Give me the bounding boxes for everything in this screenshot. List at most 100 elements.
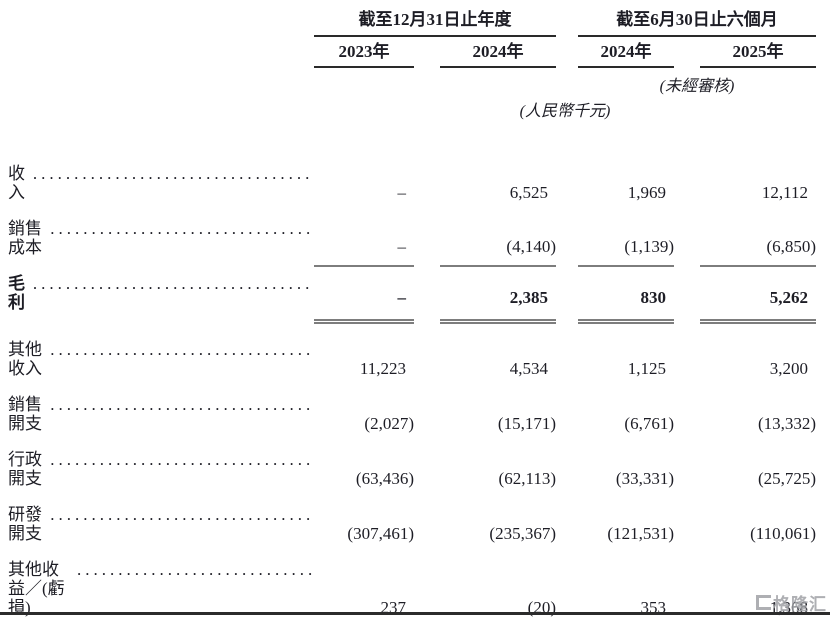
- unaudited-note-row: (未經審核): [8, 67, 816, 97]
- value-2025-interim: 3,200: [769, 359, 809, 378]
- dot-leader: [77, 560, 312, 579]
- column-gap: [556, 36, 578, 67]
- column-gap: [674, 321, 700, 387]
- gelonghui-logo-icon: [756, 595, 771, 610]
- column-gap: [674, 266, 700, 321]
- header-body-spacer: [8, 122, 816, 156]
- value-2024: 6,525: [509, 183, 548, 202]
- row-label-cell: 行政開支: [8, 442, 314, 497]
- column-gap: [556, 552, 578, 620]
- column-gap: [674, 497, 700, 552]
- row-label-cell: 其他收益／(虧損): [8, 552, 314, 620]
- year-header-2025-interim: 2025年: [700, 36, 817, 68]
- year-header-2023: 2023年: [314, 36, 414, 68]
- row-label: 其他收益／(虧損): [8, 560, 65, 617]
- value-2024-interim: (121,531): [607, 524, 674, 543]
- row-label-cell: 毛利: [8, 266, 314, 321]
- year-header-row: 2023年 2024年 2024年 2025年: [8, 36, 817, 68]
- column-gap: [556, 442, 578, 497]
- value-2024: (62,113): [498, 469, 556, 488]
- watermark: 格隆汇: [756, 590, 827, 615]
- dot-leader: [33, 274, 312, 293]
- table-row: 銷售成本 – (4,140) (1,139) (6,850): [8, 211, 817, 267]
- dot-leader: [50, 450, 312, 469]
- row-label-cell: 研發開支: [8, 497, 314, 552]
- dot-leader: [50, 395, 312, 414]
- currency-note: (人民幣千元): [519, 103, 611, 120]
- row-label: 其他收入: [8, 340, 42, 378]
- column-gap: [556, 321, 578, 387]
- value-2023: –: [314, 266, 414, 324]
- column-gap: [414, 387, 440, 442]
- value-2024: (235,367): [489, 524, 556, 543]
- row-label: 銷售開支: [8, 395, 42, 433]
- column-gap: [556, 8, 578, 36]
- period-group-annual: 截至12月31日止年度: [314, 8, 556, 37]
- value-2024-interim: 830: [578, 266, 674, 324]
- value-2023: 11,223: [359, 359, 406, 378]
- row-label-cell: 銷售成本: [8, 211, 314, 266]
- row-label-cell: 收入: [8, 156, 314, 211]
- page-bottom-rule: [0, 612, 830, 615]
- value-2023: –: [314, 211, 414, 267]
- value-2025-interim: 5,262: [700, 266, 817, 324]
- empty-cell: [8, 67, 578, 97]
- column-gap: [674, 442, 700, 497]
- column-gap: [414, 36, 440, 67]
- column-gap: [414, 156, 440, 211]
- value-2023: 237: [380, 598, 407, 617]
- value-2023: (2,027): [364, 414, 414, 433]
- row-label: 收入: [8, 164, 25, 202]
- value-2024-interim: (1,139): [578, 211, 674, 267]
- income-statement-table: 截至12月31日止年度 截至6月30日止六個月 2023年 2024年 2024…: [8, 8, 817, 620]
- column-gap: [674, 156, 700, 211]
- value-2024-interim: 1,969: [627, 183, 666, 202]
- column-gap: [556, 497, 578, 552]
- empty-cell: [8, 97, 314, 122]
- value-2023: (307,461): [347, 524, 414, 543]
- column-gap: [674, 36, 700, 67]
- column-gap: [414, 442, 440, 497]
- column-gap: [556, 266, 578, 321]
- dot-leader: [50, 505, 312, 524]
- dot-leader: [33, 164, 312, 183]
- watermark-text: 格隆汇: [773, 595, 827, 614]
- table-row: 行政開支 (63,436) (62,113) (33,331) (25,725): [8, 442, 816, 497]
- table-row: 其他收入 11,223 4,534 1,125 3,200: [8, 321, 816, 387]
- row-label-cell: 銷售開支: [8, 387, 314, 442]
- column-gap: [414, 497, 440, 552]
- value-2024: (20): [527, 598, 556, 617]
- value-2024: 4,534: [509, 359, 548, 378]
- column-gap: [674, 552, 700, 620]
- row-label: 銷售成本: [8, 219, 42, 257]
- unaudited-note: (未經審核): [659, 78, 735, 95]
- value-2023: (63,436): [355, 469, 414, 488]
- table-row: 研發開支 (307,461) (235,367) (121,531) (110,…: [8, 497, 816, 552]
- table-row: 銷售開支 (2,027) (15,171) (6,761) (13,332): [8, 387, 816, 442]
- table-row: 其他收益／(虧損) 237 (20) 353 1,368: [8, 552, 816, 620]
- column-gap: [674, 387, 700, 442]
- column-gap: [414, 266, 440, 321]
- year-header-2024: 2024年: [440, 36, 556, 68]
- row-label: 行政開支: [8, 450, 42, 488]
- row-label: 毛利: [8, 274, 25, 312]
- column-gap: [414, 211, 440, 266]
- dot-leader: [50, 340, 312, 359]
- year-header-2024-interim: 2024年: [578, 36, 674, 68]
- period-group-header-row: 截至12月31日止年度 截至6月30日止六個月: [8, 8, 817, 37]
- column-gap: [414, 321, 440, 387]
- column-gap: [414, 552, 440, 620]
- value-2024: (15,171): [497, 414, 556, 433]
- row-label-cell: 其他收入: [8, 321, 314, 387]
- value-2025-interim: (13,332): [757, 414, 817, 433]
- period-group-interim: 截至6月30日止六個月: [578, 8, 817, 37]
- column-gap: [556, 211, 578, 266]
- value-2024-interim: 353: [640, 598, 667, 617]
- value-2024: (4,140): [440, 211, 556, 267]
- table-row: 收入 – 6,525 1,969 12,112: [8, 156, 816, 211]
- value-2025-interim: (25,725): [757, 469, 817, 488]
- value-2025-interim: 12,112: [761, 183, 809, 202]
- value-2025-interim: (110,061): [750, 524, 817, 543]
- value-2024-interim: 1,125: [627, 359, 666, 378]
